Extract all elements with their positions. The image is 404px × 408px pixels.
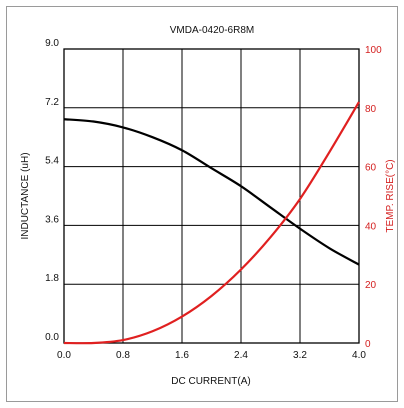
y2-tick-label: 80 [365, 104, 377, 115]
y2-tick-label: 100 [365, 45, 382, 56]
plot-area [63, 48, 360, 344]
y2-tick-label: 40 [365, 221, 377, 232]
chart-title: VMDA-0420-6R8M [170, 25, 254, 36]
x-tick-label: 3.2 [293, 350, 307, 361]
temp-rise-curve [63, 101, 360, 345]
grid [64, 49, 359, 343]
x-tick-label: 2.4 [234, 350, 248, 361]
y-tick-label: 0.0 [45, 332, 59, 343]
x-axis-label: DC CURRENT(A) [171, 376, 250, 387]
y-tick-label: 7.2 [45, 97, 59, 108]
tick-labels: 0.0 0.8 1.6 2.4 3.2 4.0 0.0 1.8 3.6 5.4 7.2 9.0 0 20 4… [45, 38, 382, 361]
y-tick-label: 1.8 [45, 273, 59, 284]
y2-axis-label: TEMP. RISE(°C) [385, 159, 396, 232]
y2-tick-label: 60 [365, 163, 377, 174]
x-tick-label: 0.8 [116, 350, 130, 361]
x-tick-label: 4.0 [352, 350, 366, 361]
y-tick-label: 5.4 [45, 156, 59, 167]
chart-frame [6, 6, 398, 402]
x-tick-label: 1.6 [175, 350, 189, 361]
y2-tick-label: 20 [365, 280, 377, 291]
series-layer [63, 101, 360, 345]
y-tick-label: 3.6 [45, 214, 59, 225]
inductance-curve [63, 118, 360, 266]
y-tick-label: 9.0 [45, 38, 59, 49]
y2-tick-label: 0 [365, 339, 371, 350]
x-tick-label: 0.0 [57, 350, 71, 361]
y-axis-label: INDUCTANCE (uH) [20, 152, 31, 239]
